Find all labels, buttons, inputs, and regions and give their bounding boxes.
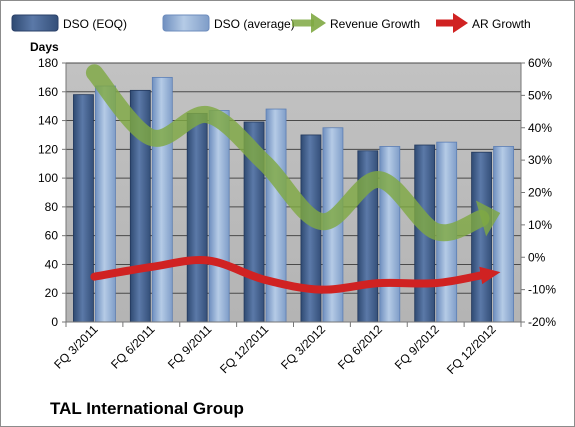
y-tick-label: 160 [38,85,58,99]
bar-dso-average [208,110,230,323]
legend-label-revenue-growth: Revenue Growth [330,17,420,31]
legend-item-dso-eoq: DSO (EOQ) [11,14,127,32]
legend-item-dso-average: DSO (average) [162,14,295,32]
ar-growth-line [90,256,485,294]
y2-tick-label: 60% [528,56,552,70]
y-tick-label: 0 [51,315,58,329]
y-axis-title: Days [30,40,59,54]
bar-dso-average [265,108,287,323]
legend-label-dso-average: DSO (average) [214,17,295,31]
y2-tick-label: 0% [528,250,546,264]
legend-arrowhead-ar-growth [453,13,468,33]
y-tick-label: 120 [38,142,58,156]
bar-dso-eoq [186,112,208,323]
y-tick-label: 40 [45,257,59,271]
y-tick-label: 100 [38,171,58,185]
y-tick-label: 20 [45,286,59,300]
left-axis-ticks: 0 20 40 60 80 100 120 140 160 180 [38,56,66,329]
legend-swatch-dso-average [162,14,210,32]
y2-tick-label: -10% [528,283,556,297]
right-axis-ticks: -20% -10% 0% 10% 20% 30% 40% 50% 60% [521,56,556,329]
y2-tick-label: 30% [528,153,552,167]
growth-lines [85,64,501,294]
bar-dso-eoq [471,151,492,323]
legend-arrowhead-revenue-growth [311,13,326,33]
chart-title: TAL International Group [50,399,244,418]
legend-swatch-dso-eoq [11,14,59,32]
y-tick-label: 60 [45,229,59,243]
y2-tick-label: 20% [528,186,552,200]
bar-dso-average [493,146,514,323]
bar-dso-eoq [73,94,94,323]
y2-tick-label: 50% [528,88,552,102]
y2-tick-label: 10% [528,218,552,232]
legend-label-ar-growth: AR Growth [472,17,531,31]
y-tick-label: 80 [45,200,59,214]
bar-dso-average [151,76,173,323]
legend-label-dso-eoq: DSO (EOQ) [63,17,127,31]
bar-dso-average [95,85,116,323]
revenue-growth-arrowhead [475,200,501,237]
legend: DSO (EOQ) DSO (average) Revenue Growth A… [11,13,531,33]
revenue-growth-line [85,64,490,242]
y-tick-label: 180 [38,56,58,70]
y-tick-label: 140 [38,114,58,128]
y2-tick-label: -20% [528,315,556,329]
legend-item-ar-growth: AR Growth [436,13,531,33]
ar-growth-arrowhead [479,266,501,285]
y2-tick-label: 40% [528,121,552,135]
legend-item-revenue-growth: Revenue Growth [292,13,420,33]
